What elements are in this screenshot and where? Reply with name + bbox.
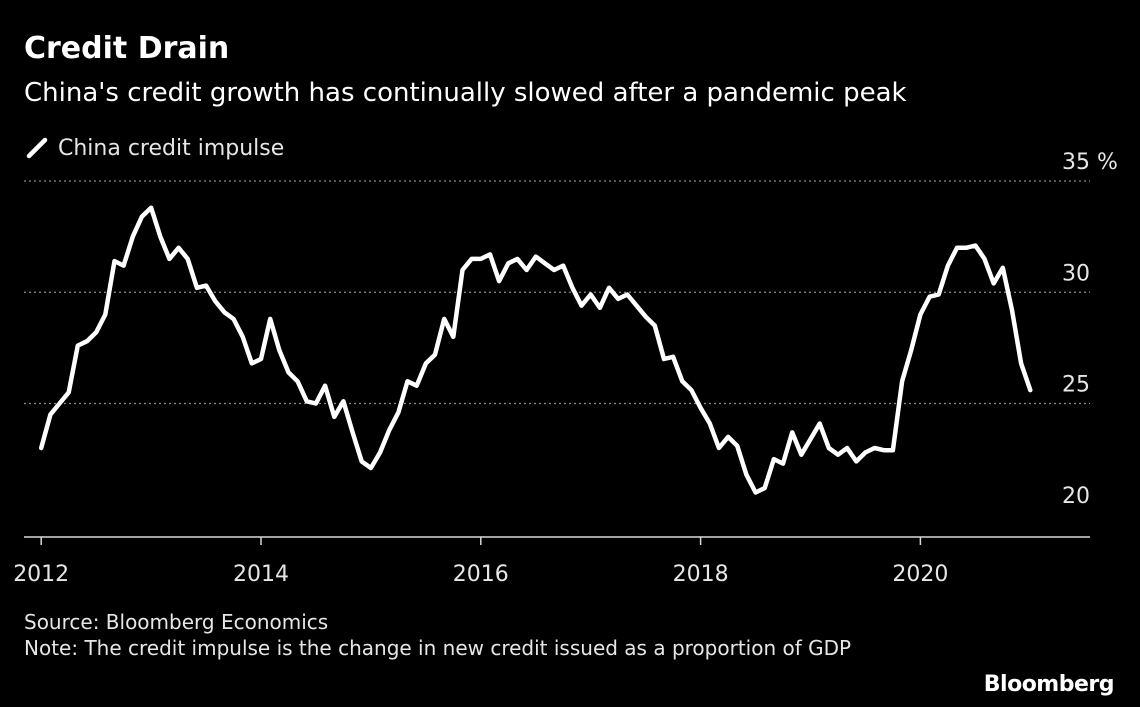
series-line-china-credit-impulse — [38, 205, 1033, 495]
y-tick-label: 20 — [1062, 484, 1090, 509]
x-axis — [24, 536, 1090, 545]
footer: Source: Bloomberg Economics Note: The cr… — [24, 609, 924, 661]
y-tick-label: 25 — [1062, 373, 1090, 398]
x-tick-label: 2012 — [13, 562, 69, 587]
grid-lines — [24, 180, 1090, 405]
chart-title: Credit Drain — [24, 31, 230, 66]
source-note: Source: Bloomberg Economics — [24, 610, 329, 634]
chart-subtitle: China's credit growth has continually sl… — [24, 78, 907, 108]
methodology-note: Note: The credit impulse is the change i… — [24, 636, 852, 660]
x-tick-label: 2016 — [453, 562, 509, 587]
legend-label: China credit impulse — [58, 135, 285, 161]
y-tick-label: 35 % — [1062, 150, 1118, 175]
x-tick-label: 2018 — [673, 562, 729, 587]
bloomberg-logo: Bloomberg — [983, 672, 1115, 697]
x-tick-label: 2014 — [233, 562, 289, 587]
x-axis-labels: 2012 2014 2016 2018 2020 — [13, 562, 948, 587]
y-tick-label: 30 — [1062, 261, 1090, 286]
y-axis-labels: 20 25 30 35 % — [1062, 150, 1118, 509]
legend-line-swatch-icon — [26, 137, 48, 159]
x-tick-label: 2020 — [892, 562, 948, 587]
series-layer — [38, 205, 1033, 495]
legend: China credit impulse — [24, 135, 284, 161]
